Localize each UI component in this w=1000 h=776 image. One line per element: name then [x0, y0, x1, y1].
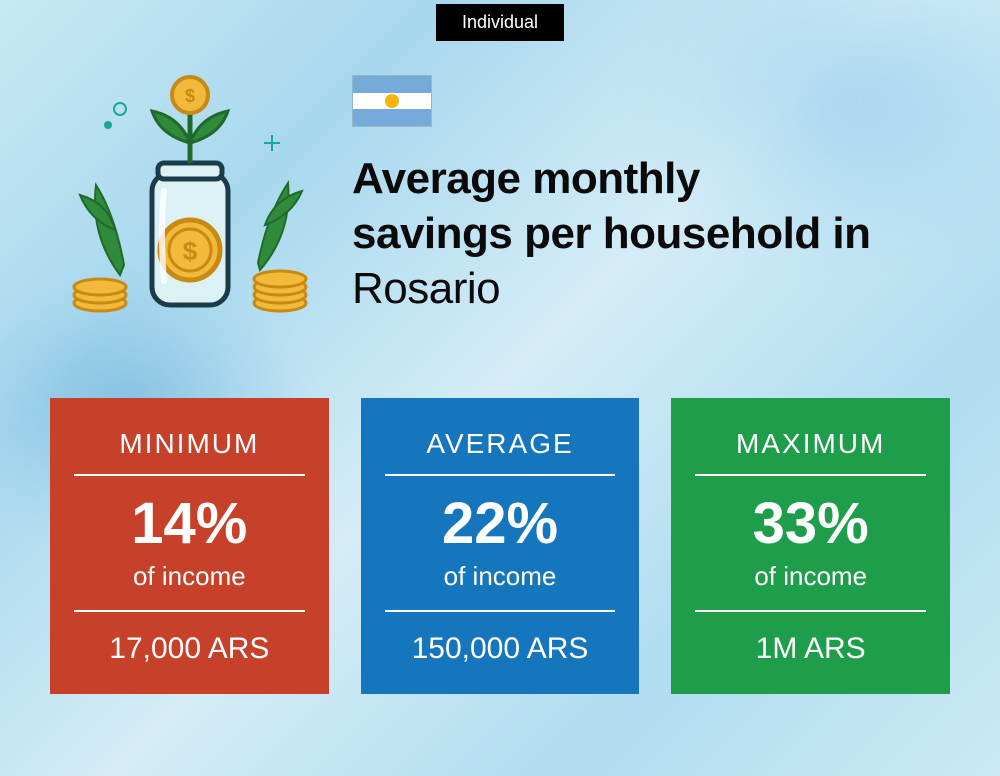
stat-subtitle: of income — [695, 561, 926, 612]
stat-card-maximum: MAXIMUM 33% of income 1M ARS — [671, 398, 950, 694]
stat-amount: 17,000 ARS — [74, 632, 305, 666]
title-line-2: savings per household in — [352, 209, 871, 258]
stat-amount: 1M ARS — [695, 632, 926, 666]
category-tab: Individual — [436, 4, 564, 41]
stat-percent: 14% — [74, 494, 305, 555]
stats-cards-row: MINIMUM 14% of income 17,000 ARS AVERAGE… — [50, 398, 950, 694]
svg-text:$: $ — [183, 236, 198, 266]
category-tab-label: Individual — [462, 12, 538, 32]
argentina-flag-icon — [352, 75, 432, 127]
title-city: Rosario — [352, 264, 500, 313]
title-line-1: Average monthly — [352, 154, 700, 203]
stat-card-average: AVERAGE 22% of income 150,000 ARS — [361, 398, 640, 694]
stat-percent: 33% — [695, 494, 926, 555]
stat-amount: 150,000 ARS — [385, 632, 616, 666]
stat-label: MINIMUM — [74, 428, 305, 476]
savings-jar-icon: $ $ — [60, 65, 320, 325]
stat-label: AVERAGE — [385, 428, 616, 476]
title-block: Average monthly savings per household in… — [352, 65, 950, 325]
savings-illustration: $ $ — [60, 65, 320, 325]
stat-percent: 22% — [385, 494, 616, 555]
stat-label: MAXIMUM — [695, 428, 926, 476]
stat-card-minimum: MINIMUM 14% of income 17,000 ARS — [50, 398, 329, 694]
stat-subtitle: of income — [385, 561, 616, 612]
page-title: Average monthly savings per household in… — [352, 151, 950, 316]
header-row: $ $ — [60, 65, 950, 325]
svg-text:$: $ — [185, 86, 195, 106]
stat-subtitle: of income — [74, 561, 305, 612]
